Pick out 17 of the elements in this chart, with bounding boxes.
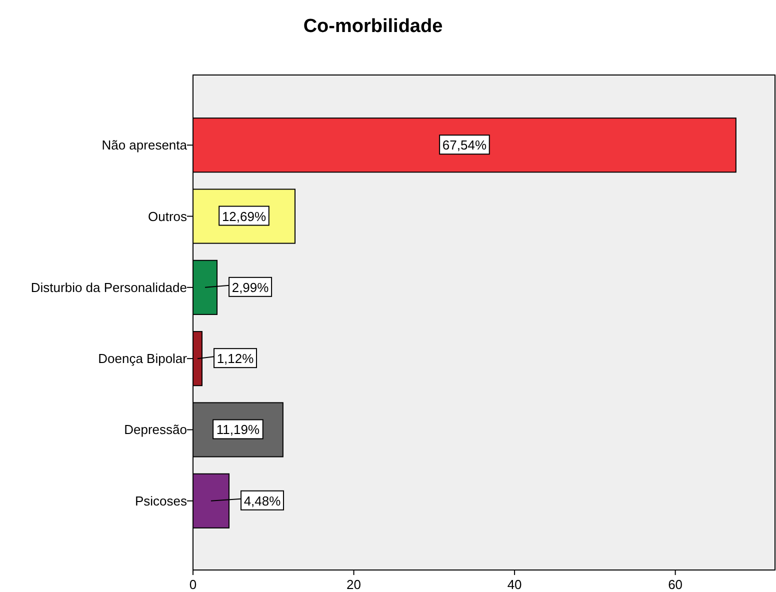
y-tick-label: Não apresenta xyxy=(102,138,188,153)
x-tick-label: 20 xyxy=(346,577,362,592)
data-label: 12,69% xyxy=(222,208,266,224)
data-label: 2,99% xyxy=(232,280,270,295)
x-tick-label: 0 xyxy=(189,577,197,592)
x-tick-label: 40 xyxy=(507,577,522,592)
chart-title: Co-morbilidade xyxy=(303,16,443,37)
y-tick-label: Psicoses xyxy=(134,493,188,508)
x-tick-label: 60 xyxy=(668,577,683,592)
y-tick-label: Outros xyxy=(148,208,188,224)
y-tick-label: Doença Bipolar xyxy=(98,351,188,366)
y-tick-label: Disturbio da Personalidade xyxy=(30,280,187,295)
data-label: 11,19% xyxy=(216,422,260,438)
data-label: 67,54% xyxy=(442,138,487,153)
data-label: 1,12% xyxy=(216,351,254,366)
y-tick-label: Depressão xyxy=(124,422,187,438)
data-label: 4,48% xyxy=(244,493,282,508)
